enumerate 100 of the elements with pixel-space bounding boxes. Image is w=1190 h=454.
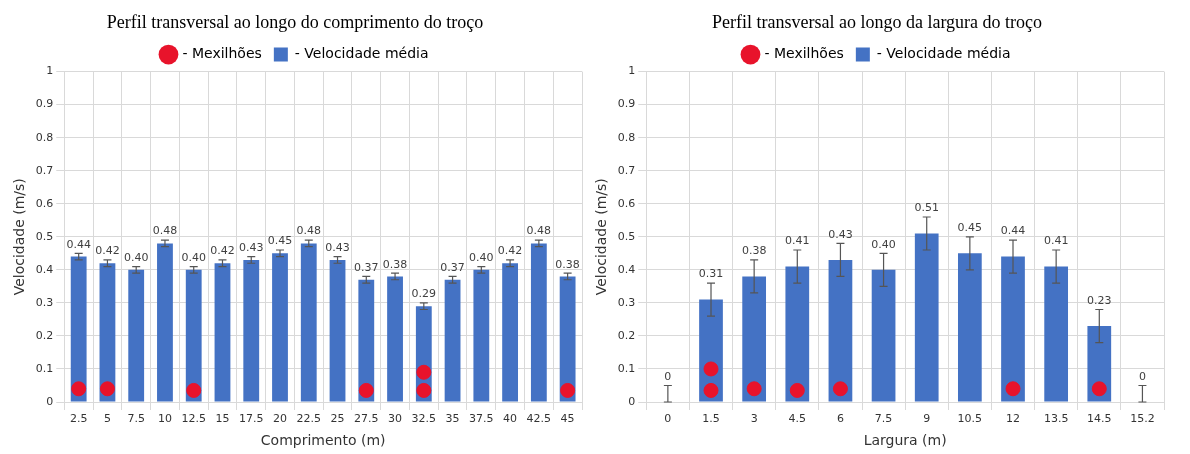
y-axis-title: Velocidade (m/s): [11, 178, 28, 296]
data-label: 0.38: [741, 244, 767, 258]
data-label: 0.29: [411, 287, 437, 301]
legend-label: - Mexilhões: [764, 45, 844, 62]
chart-title: Perfil transversal ao longo da largura do troço: [711, 11, 1043, 32]
bar: [214, 263, 231, 402]
bar: [742, 276, 767, 402]
x-tick-label: 9: [923, 412, 931, 426]
bar: [243, 259, 260, 402]
y-tick-label: 0.1: [35, 361, 54, 375]
x-tick-label: 10: [157, 412, 172, 426]
data-label: 0.43: [828, 227, 853, 241]
data-label: 0.31: [698, 267, 724, 281]
x-axis-title: Largura (m): [863, 432, 947, 449]
y-tick-label: 1: [46, 64, 54, 78]
x-tick-label: 32.5: [411, 412, 437, 426]
data-label: 0.45: [267, 234, 293, 248]
bar: [828, 259, 853, 402]
bar: [559, 276, 576, 402]
x-tick-label: 6: [836, 412, 844, 426]
bar: [871, 269, 896, 402]
legend-label: - Velocidade média: [294, 45, 429, 62]
x-tick-label: 5: [103, 412, 111, 426]
x-tick-label: 30: [388, 412, 403, 426]
x-tick-label: 1.5: [702, 412, 720, 426]
data-label: 0.48: [296, 224, 322, 238]
data-label: 0.38: [555, 257, 580, 271]
legend-label: - Velocidade média: [876, 45, 1011, 62]
data-label: 0.23: [1087, 293, 1112, 307]
data-label: 0.42: [210, 244, 235, 258]
y-tick-label: 0.8: [35, 130, 54, 144]
y-tick-label: 0.7: [35, 163, 54, 177]
x-tick-label: 14.5: [1087, 412, 1112, 426]
y-tick-label: 0.6: [617, 196, 636, 210]
legend-label: - Mexilhões: [182, 45, 262, 62]
x-tick-label: 45: [560, 412, 575, 426]
x-tick-label: 10.5: [957, 412, 983, 426]
x-tick-label: 13.5: [1043, 412, 1069, 426]
bar: [502, 263, 519, 402]
x-tick-label: 35: [445, 412, 460, 426]
bar: [473, 269, 490, 402]
x-tick-label: 7.5: [127, 412, 145, 426]
y-tick-label: 0.1: [617, 361, 636, 375]
x-tick-label: 25: [330, 412, 345, 426]
y-tick-label: 0.6: [35, 196, 54, 210]
data-label: 0.40: [871, 237, 896, 251]
data-label: 0: [1138, 369, 1146, 383]
data-label: 0: [664, 369, 672, 383]
x-tick-label: 0: [664, 412, 672, 426]
y-tick-label: 0.8: [617, 130, 636, 144]
y-tick-label: 0.5: [35, 229, 54, 243]
data-label: 0.43: [325, 240, 350, 254]
y-tick-label: 0.2: [35, 328, 54, 342]
bar: [70, 256, 87, 402]
y-axis-title: Velocidade (m/s): [593, 178, 610, 296]
y-tick-label: 0.2: [617, 328, 636, 342]
y-tick-label: 0.4: [617, 262, 636, 276]
y-tick-label: 0.5: [617, 229, 636, 243]
x-tick-label: 3: [750, 412, 758, 426]
data-label: 0.41: [785, 234, 810, 248]
bar: [99, 263, 116, 402]
bar: [958, 253, 982, 402]
bar: [272, 253, 288, 402]
y-tick-label: 0.9: [617, 97, 636, 111]
bar: [387, 276, 403, 402]
y-tick-label: 0: [628, 394, 636, 408]
bar: [1001, 256, 1025, 402]
data-label: 0.37: [354, 260, 379, 274]
x-tick-label: 17.5: [238, 412, 264, 426]
y-tick-label: 0.4: [35, 262, 54, 276]
data-label: 0.42: [95, 244, 120, 258]
data-label: 0.44: [1000, 224, 1026, 238]
y-tick-label: 0: [46, 394, 54, 408]
data-label: 0.44: [66, 237, 91, 251]
x-tick-label: 4.5: [788, 412, 807, 426]
data-label: 0.40: [123, 250, 149, 264]
data-label: 0.43: [238, 240, 264, 254]
data-label: 0.51: [914, 201, 939, 215]
data-label: 0.41: [1043, 234, 1069, 248]
x-tick-label: 37.5: [469, 412, 494, 426]
y-tick-label: 0.3: [35, 295, 54, 309]
y-tick-label: 0.7: [617, 163, 636, 177]
x-tick-label: 20: [273, 412, 287, 426]
x-tick-label: 42.5: [526, 412, 552, 426]
data-label: 0.40: [469, 250, 494, 264]
y-tick-label: 1: [628, 64, 636, 78]
bar: [914, 233, 939, 402]
bar: [785, 266, 810, 402]
bar: [1044, 266, 1069, 402]
x-axis-title: Comprimento (m): [260, 432, 386, 449]
x-tick-label: 15.2: [1130, 412, 1155, 426]
x-tick-label: 22.5: [296, 412, 322, 426]
data-label: 0.48: [152, 224, 178, 238]
bar: [128, 269, 145, 402]
data-label: 0.48: [526, 224, 552, 238]
bar: [185, 269, 202, 402]
y-tick-label: 0.9: [35, 97, 54, 111]
x-tick-label: 12: [1006, 412, 1020, 426]
x-tick-label: 15: [215, 412, 230, 426]
x-tick-label: 27.5: [354, 412, 379, 426]
